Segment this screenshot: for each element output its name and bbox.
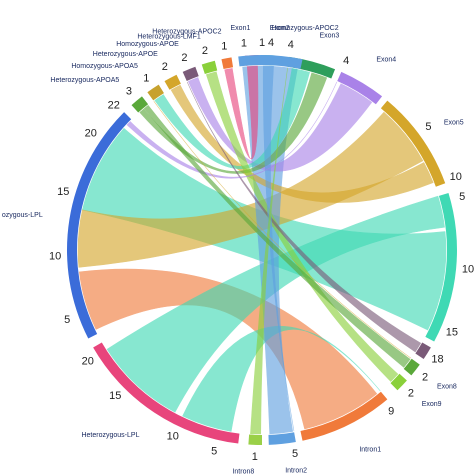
tick-label-hom_lpl-4: 22 <box>108 99 120 111</box>
tick-label-intron8-0: 1 <box>252 451 258 463</box>
segment-label-hom_lpl: ozygous-LPL <box>2 212 43 219</box>
segment-arc-exon4 <box>337 71 383 105</box>
segment-label-exon8: Exon8 <box>437 384 457 391</box>
segment-label-het_apoc2: Heterozygous-APOC2 <box>152 29 221 36</box>
segment-label-het_apoe: Heterozygous-APOE <box>93 51 158 58</box>
ribbon-layer <box>77 65 447 435</box>
tick-label-het_apoa5-0: 3 <box>126 85 132 97</box>
segment-label-exon9: Exon9 <box>422 401 442 408</box>
tick-label-exon6-2: 15 <box>446 326 458 338</box>
tick-label-hom_apoa5-0: 1 <box>143 72 149 84</box>
tick-label-het_lpl-2: 15 <box>109 390 121 402</box>
segment-arc-hom_apoe <box>182 66 199 81</box>
tick-label-hom_lpl-2: 15 <box>57 186 69 198</box>
tick-label-het_lpl-0: 5 <box>211 445 217 457</box>
tick-label-het_lpl-3: 20 <box>82 356 94 368</box>
segment-arc-het_apoe <box>164 74 181 90</box>
segment-arc-exon8 <box>403 358 420 376</box>
segment-arc-exon5 <box>380 100 446 187</box>
ribbon-exon4-hom_lpl <box>126 81 338 179</box>
tick-label-het_apoc2-0: 1 <box>221 40 227 52</box>
ribbon-het_apoe-exon5 <box>170 84 434 203</box>
segment-arc-intron1 <box>300 391 388 441</box>
ribbon-het_apoc2-exon1 <box>224 65 259 160</box>
tick-label-hom_lpl-0: 5 <box>64 314 70 326</box>
segment-arc-exon9 <box>390 373 407 391</box>
ribbon-hom_apoe-exon7 <box>186 81 422 353</box>
segment-label-hom_apoc2: Homozygous-APOC2 <box>272 25 339 32</box>
tick-label-exon5-1: 10 <box>450 171 462 183</box>
segment-label-exon3: Exon3 <box>319 32 339 39</box>
segment-label-intron1: Intron1 <box>359 446 381 453</box>
segment-label-het_apoa5: Heterozygous-APOA5 <box>50 77 119 84</box>
segment-label-intron8: Intron8 <box>232 469 254 474</box>
segment-arc-het_lpl <box>93 342 240 444</box>
ribbon-hom_lpl-exon5 <box>77 111 424 268</box>
segment-label-hom_apoe: Homozygous-APOE <box>116 41 179 48</box>
segment-label-exon2: Exon2 <box>270 25 290 32</box>
segment-arc-exon7 <box>415 342 431 360</box>
tick-label-exon9-0: 2 <box>408 388 414 400</box>
segment-label-het_lpl: Heterozygous-LPL <box>81 432 139 439</box>
tick-label-intron2-0: 5 <box>292 448 298 460</box>
tick-label-intron1-0: 9 <box>388 406 394 418</box>
segment-arc-het_apoa5 <box>131 96 149 113</box>
segment-label-intron2: Intron2 <box>285 468 307 474</box>
segment-arc-exon6 <box>425 192 457 342</box>
tick-label-exon8-0: 2 <box>422 371 428 383</box>
tick-label-exon5-0: 5 <box>425 121 431 133</box>
tick-label-exon1-0: 1 <box>241 38 247 50</box>
tick-label-het_lpl-1: 10 <box>167 431 179 443</box>
segment-arc-hom_apoa5 <box>147 84 164 101</box>
tick-label-hom_lpl-1: 10 <box>49 250 61 262</box>
segment-label-het_lmf1: Heterozygous-LMF1 <box>137 33 201 40</box>
tick-label-hom_lpl-3: 20 <box>85 128 97 140</box>
tick-label-exon6-0: 5 <box>459 191 465 203</box>
ribbon-exon3-intron8 <box>250 67 288 435</box>
segment-arc-intron8 <box>248 434 262 445</box>
tick-label-exon3-0: 4 <box>288 39 294 51</box>
ribbon-het_apoa5-exon8 <box>143 104 411 368</box>
segment-label-exon1: Exon1 <box>231 25 251 32</box>
tick-label-exon4-0: 4 <box>343 55 349 67</box>
tick-label-layer: 1 1 44510510151822951510152051015202231222… <box>49 37 474 463</box>
segment-arc-intron2 <box>268 432 296 445</box>
tick-label-exon2-0: 1 <box>259 37 265 49</box>
ribbon-exon2-intron2 <box>262 65 295 432</box>
segment-label-layer: Exon1Exon2Exon3Exon4Exon5EExon8Exon9Intr… <box>2 25 464 474</box>
ribbon-hom_apoa5-exon3 <box>154 68 310 170</box>
segment-arc-layer <box>66 54 457 445</box>
segment-arc-het_apoc2 <box>221 57 234 70</box>
segment-label-exon4: Exon4 <box>376 57 396 64</box>
segment-label-hom_apoa5: Homozygous-APOA5 <box>71 63 138 70</box>
tick-label-het_apoe-0: 2 <box>162 61 168 73</box>
segment-arc-hom_lpl <box>66 112 132 339</box>
tick-label-exon6-1: 10 <box>462 264 474 276</box>
segment-arc-het_lmf1 <box>201 60 218 75</box>
ribbon-hom_apoa5-exon8 <box>153 100 412 359</box>
segment-arc-hom_apoc2 <box>238 54 303 70</box>
tick-label-exon7-0: 18 <box>431 354 443 366</box>
tick-label-hom_apoc2-0: 4 <box>268 37 274 49</box>
segment-label-exon5: Exon5 <box>444 120 464 127</box>
tick-label-het_lmf1-0: 2 <box>202 45 208 57</box>
tick-label-hom_apoe-0: 2 <box>181 52 187 64</box>
